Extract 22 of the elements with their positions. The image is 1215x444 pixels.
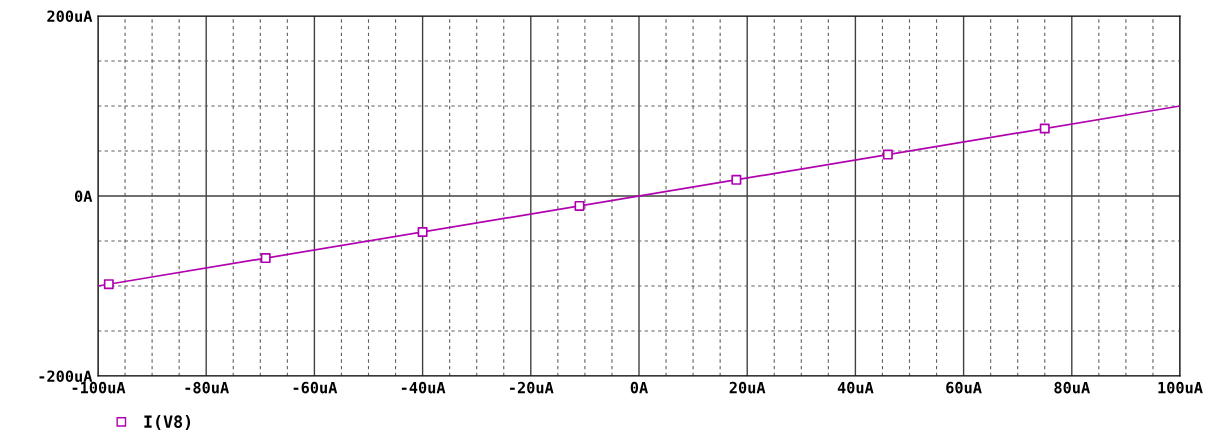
x-tick-label: 60uA	[946, 381, 982, 394]
x-tick-label: -100uA	[72, 381, 126, 394]
x-tick-label: -20uA	[510, 381, 554, 394]
x-tick-label: -80uA	[185, 381, 229, 394]
y-tick-label: -200uA	[39, 370, 93, 383]
x-tick-label: 40uA	[837, 381, 874, 394]
y-tick-label: 0A	[74, 190, 93, 203]
x-tick-label: 20uA	[729, 381, 766, 394]
point	[417, 226, 428, 238]
point	[103, 279, 114, 290]
x-tick-label: 80uA	[1054, 381, 1090, 394]
point	[574, 200, 585, 211]
point	[260, 253, 271, 264]
point	[1039, 123, 1050, 134]
x-tick-label: -60uA	[293, 381, 338, 394]
point	[882, 149, 893, 160]
x-tick-label: 100uA	[1158, 381, 1203, 394]
point	[731, 174, 742, 185]
legend-label: I(V8)	[144, 415, 191, 430]
x-tick-label: -40uA	[401, 381, 446, 394]
y-tick-label: 200uA	[47, 10, 93, 23]
x-tick-label: 0A	[630, 381, 648, 394]
